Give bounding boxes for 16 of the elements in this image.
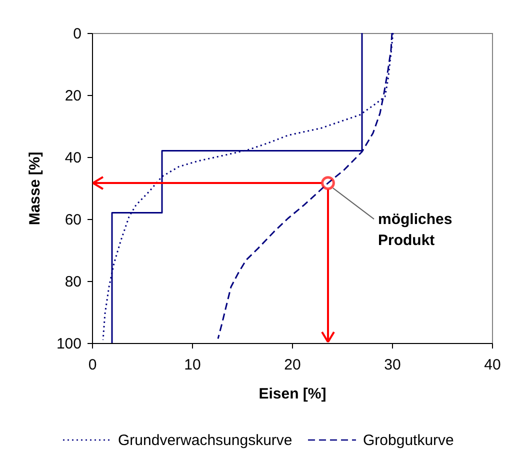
y-tick-label: 80	[64, 274, 82, 290]
y-tick-label: 100	[56, 336, 82, 352]
legend-label: Grobgutkurve	[363, 432, 454, 449]
x-tick-label: 0	[88, 356, 97, 374]
x-tick-label: 10	[184, 356, 201, 374]
y-tick-label: 40	[64, 150, 82, 166]
legend-label: Grundverwachsungskurve	[118, 432, 292, 449]
y-axis-title: Masse [%]	[26, 152, 44, 226]
annotation: mögliches Produkt	[378, 211, 452, 250]
x-tick-label: 30	[384, 356, 401, 374]
y-tick-label: 60	[64, 212, 82, 228]
x-axis-title: Eisen [%]	[258, 386, 326, 402]
y-tick-label: 0	[73, 26, 82, 42]
y-tick-label: 20	[64, 88, 82, 104]
x-tick-label: 40	[484, 356, 501, 374]
x-tick-label: 20	[284, 356, 301, 374]
